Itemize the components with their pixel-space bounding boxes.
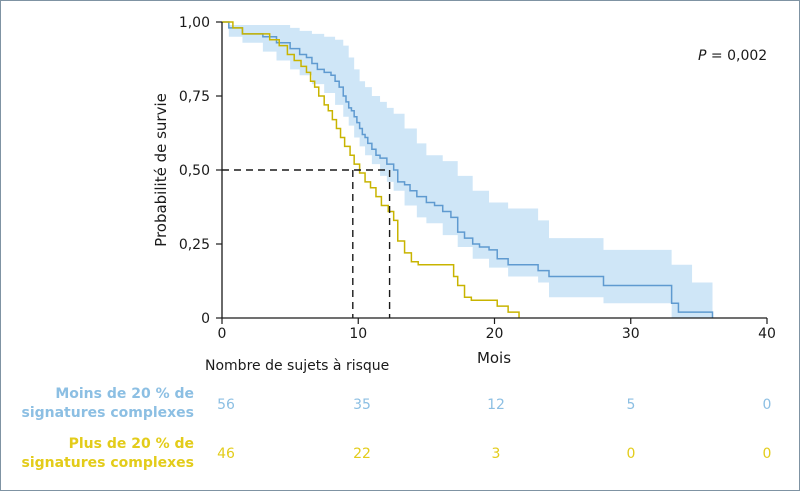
risk-count-plus: 0 <box>762 446 772 462</box>
ticks: 0 10 20 30 40 0 0,25 0,50 0,75 1,00 <box>179 15 776 342</box>
p-value-symbol: P <box>698 48 707 64</box>
median-lines <box>222 169 391 318</box>
p-value-annotation: P = 0,002 <box>698 48 767 64</box>
risk-group-label-line: Plus de 20 % de <box>68 436 194 452</box>
risk-group-label-line: signatures complexes <box>21 405 194 421</box>
x-tick-label: 0 <box>218 326 227 342</box>
risk-group-label-line: signatures complexes <box>21 455 194 471</box>
risk-count-moins: 35 <box>353 397 371 413</box>
y-tick-label: 0,50 <box>179 163 210 179</box>
y-tick-label: 0,75 <box>179 89 210 105</box>
risk-count-moins: 0 <box>762 397 772 413</box>
y-axis-title: Probabilité de survie <box>152 93 170 247</box>
risk-count-plus: 3 <box>491 446 501 462</box>
x-tick-label: 40 <box>758 326 776 342</box>
y-tick-label: 1,00 <box>179 15 210 31</box>
risk-table-title: Nombre de sujets à risque <box>205 358 390 374</box>
x-tick-label: 30 <box>622 326 640 342</box>
y-tick-label: 0 <box>201 311 210 327</box>
curve-layer <box>222 21 714 318</box>
risk-group-label-line: Moins de 20 % de <box>55 386 194 402</box>
risk-group-label-moins: Moins de 20 % de signatures complexes <box>4 385 194 423</box>
survival-curve-plus <box>222 21 520 318</box>
p-value-number: = 0,002 <box>706 48 767 64</box>
x-axis-title: Mois <box>477 349 511 367</box>
survival-curve-moins <box>222 21 714 318</box>
risk-group-label-plus: Plus de 20 % de signatures complexes <box>4 435 194 473</box>
risk-count-moins: 5 <box>626 397 636 413</box>
x-tick-label: 20 <box>486 326 504 342</box>
risk-count-plus: 22 <box>353 446 371 462</box>
x-tick-label: 10 <box>349 326 367 342</box>
risk-count-moins: 12 <box>487 397 505 413</box>
risk-count-moins: 56 <box>217 397 235 413</box>
risk-count-plus: 46 <box>217 446 235 462</box>
risk-count-plus: 0 <box>626 446 636 462</box>
y-tick-label: 0,25 <box>179 237 210 253</box>
